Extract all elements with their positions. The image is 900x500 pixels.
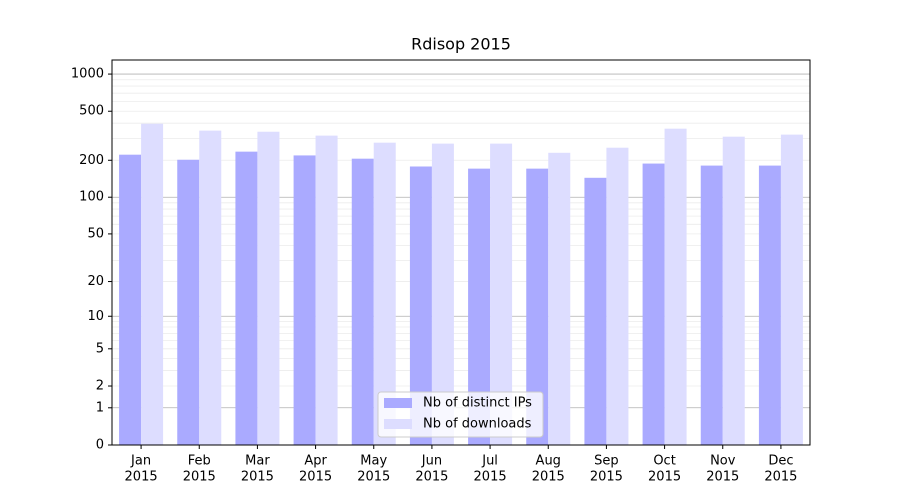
- x-tick-label: 2015: [357, 470, 390, 485]
- x-tick-label: 2015: [474, 470, 507, 485]
- x-tick-label: Sep: [594, 454, 619, 469]
- x-tick-label: 2015: [648, 470, 681, 485]
- bar: [722, 136, 745, 445]
- x-tick-label: Jan: [130, 454, 151, 469]
- bar: [490, 143, 513, 445]
- y-tick-label: 2: [96, 379, 104, 394]
- bar: [293, 155, 316, 445]
- y-tick-label: 10: [87, 309, 104, 324]
- y-tick-label: 20: [87, 274, 104, 289]
- chart-title: Rdisop 2015: [411, 35, 511, 54]
- y-tick-label: 1: [96, 400, 104, 415]
- x-tick-label: 2015: [299, 470, 332, 485]
- y-tick-label: 1000: [71, 67, 104, 82]
- bar: [584, 177, 607, 445]
- x-tick-label: 2015: [706, 470, 739, 485]
- y-tick-label: 5: [96, 341, 104, 356]
- x-tick-label: 2015: [125, 470, 158, 485]
- bar: [664, 128, 687, 445]
- bar: [642, 163, 665, 445]
- y-tick-label: 0: [96, 438, 104, 453]
- legend-swatch: [384, 398, 412, 408]
- bar: [257, 131, 280, 445]
- legend-label: Nb of distinct IPs: [423, 396, 532, 411]
- x-tick-label: Dec: [768, 454, 793, 469]
- x-tick-label: 2015: [532, 470, 565, 485]
- y-tick-label: 500: [79, 104, 104, 119]
- bar: [431, 143, 454, 445]
- y-tick-label: 50: [87, 226, 104, 241]
- x-tick-label: Feb: [188, 454, 211, 469]
- x-tick-label: Jul: [481, 454, 498, 469]
- bar: [315, 135, 338, 446]
- legend-swatch: [384, 419, 412, 429]
- x-tick-label: Nov: [710, 454, 736, 469]
- bar: [780, 134, 803, 445]
- x-tick-label: Aug: [536, 454, 561, 469]
- x-tick-label: 2015: [590, 470, 623, 485]
- x-tick-label: 2015: [241, 470, 274, 485]
- x-tick-label: 2015: [415, 470, 448, 485]
- plot-frame: [111, 59, 811, 446]
- x-tick-label: Oct: [653, 454, 675, 469]
- x-tick-label: 2015: [183, 470, 216, 485]
- bar: [177, 159, 200, 445]
- y-tick-label: 100: [79, 190, 104, 205]
- x-tick-label: 2015: [764, 470, 797, 485]
- bar: [606, 147, 629, 445]
- x-tick-label: May: [360, 454, 387, 469]
- bar: [141, 123, 164, 446]
- legend-label: Nb of downloads: [423, 417, 532, 432]
- legend-box: [377, 391, 544, 438]
- x-tick-label: Apr: [304, 454, 327, 469]
- y-tick-label: 200: [79, 153, 104, 168]
- x-tick-label: Jun: [421, 454, 442, 469]
- bar: [373, 142, 396, 445]
- bar: [700, 165, 723, 445]
- bar: [199, 130, 222, 446]
- x-tick-label: Mar: [245, 454, 270, 469]
- bar: [119, 154, 142, 445]
- bar: [526, 168, 549, 445]
- bar: [548, 152, 571, 445]
- bar: [235, 151, 258, 445]
- bar: [351, 158, 374, 445]
- bar: [468, 168, 491, 445]
- bar: [409, 166, 432, 446]
- bar: [758, 165, 781, 445]
